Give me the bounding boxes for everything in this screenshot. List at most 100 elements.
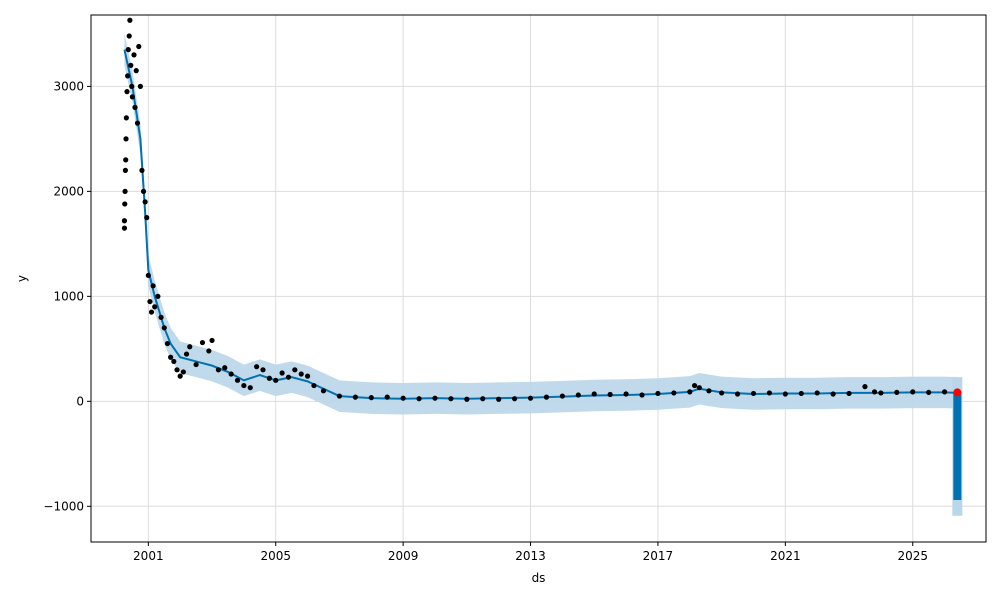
observed-point: [559, 393, 565, 399]
forecast-line: [123, 49, 958, 400]
observed-point: [180, 369, 186, 375]
observed-point: [623, 391, 629, 397]
observed-point: [846, 390, 852, 397]
observed-point: [926, 389, 932, 396]
observed-point: [131, 52, 137, 58]
observed-point: [527, 395, 534, 401]
observed-point: [639, 392, 645, 398]
observed-point: [128, 62, 134, 68]
observed-point: [129, 83, 135, 89]
observed-point: [432, 395, 438, 401]
observed-point: [134, 120, 141, 126]
observed-point: [894, 389, 900, 396]
observed-point: [320, 388, 327, 394]
observed-point: [158, 314, 164, 320]
observed-point: [228, 371, 234, 377]
observed-point: [416, 396, 422, 402]
observed-point: [687, 389, 693, 395]
observed-point: [285, 374, 292, 380]
observed-point: [121, 218, 128, 224]
grid: [91, 15, 986, 542]
observed-point: [123, 136, 129, 142]
observed-point: [607, 391, 613, 398]
observed-point: [174, 367, 180, 373]
observed-point: [254, 364, 260, 370]
y-tick-label: −1000: [43, 499, 84, 513]
uncertainty-band: [124, 33, 963, 516]
observed-point: [123, 157, 129, 163]
observed-point: [121, 225, 128, 231]
observed-point: [734, 391, 741, 397]
observed-point: [298, 371, 304, 377]
observed-point: [871, 389, 878, 395]
observed-point: [696, 385, 702, 391]
y-tick-label: 3000: [53, 79, 84, 93]
observed-point: [750, 390, 757, 397]
observed-point: [273, 377, 279, 383]
observed-point: [830, 391, 836, 397]
observed-point: [137, 83, 143, 89]
x-tick-label: 2025: [897, 549, 928, 563]
x-axis-label: ds: [532, 571, 546, 585]
observed-point: [177, 373, 183, 379]
observed-point: [122, 201, 128, 207]
y-tick-label: 2000: [53, 184, 84, 198]
y-axis-ticks: −1000 0 1000 2000 3000: [43, 79, 91, 513]
observed-point: [209, 337, 215, 344]
observed-point: [575, 392, 581, 398]
observed-point: [234, 377, 241, 383]
observed-point: [352, 394, 358, 400]
observed-point: [512, 396, 518, 402]
observed-point: [336, 393, 343, 399]
observed-point: [161, 325, 167, 331]
observed-point: [941, 389, 948, 395]
y-tick-label: 1000: [53, 289, 84, 303]
observed-point: [266, 375, 272, 381]
observed-point: [464, 396, 470, 402]
observed-point: [247, 385, 253, 391]
uncertainty-band-area: [124, 33, 958, 415]
observed-point: [152, 304, 158, 310]
observed-point: [145, 272, 151, 278]
observed-point: [719, 390, 725, 396]
y-axis-label: y: [15, 275, 29, 282]
observed-point: [124, 89, 130, 95]
observed-point: [155, 293, 161, 299]
observed-point: [400, 395, 406, 401]
observed-point: [691, 382, 698, 389]
observed-point: [798, 390, 804, 397]
observed-point: [199, 339, 206, 346]
observed-point: [241, 382, 247, 389]
observed-point: [139, 167, 145, 173]
observed-point: [122, 167, 128, 173]
observed-point: [706, 388, 712, 394]
observed-point: [368, 395, 374, 401]
observed-point: [168, 354, 174, 360]
observed-point: [144, 215, 150, 221]
observed-point: [496, 396, 502, 402]
x-tick-label: 2005: [260, 549, 291, 563]
observed-point: [148, 309, 155, 315]
x-tick-label: 2021: [770, 549, 801, 563]
observed-point: [591, 391, 597, 397]
x-tick-label: 2001: [133, 549, 164, 563]
highlight-point: [953, 388, 962, 397]
observed-point: [171, 358, 177, 365]
observed-point: [125, 47, 131, 53]
observed-point: [292, 367, 298, 373]
observed-point: [215, 367, 222, 373]
observed-point: [222, 365, 228, 371]
observed-point: [384, 394, 390, 400]
observed-point: [766, 390, 773, 396]
observed-point: [260, 367, 266, 373]
observed-point: [122, 188, 128, 194]
y-tick-label: 0: [76, 394, 84, 408]
observed-point: [126, 33, 132, 39]
observed-points: [121, 17, 960, 402]
observed-point: [480, 396, 486, 402]
observed-point: [147, 298, 153, 305]
observed-point: [862, 384, 868, 390]
observed-point: [127, 17, 133, 23]
observed-point: [140, 188, 147, 194]
